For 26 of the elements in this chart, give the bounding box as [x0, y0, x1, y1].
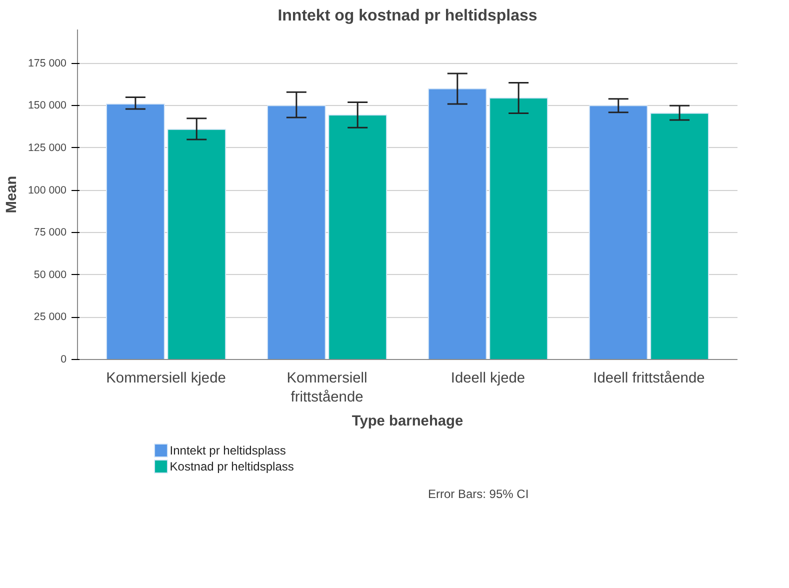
bar [489, 98, 548, 360]
bar [266, 105, 326, 360]
y-tick-label: 50 000 [34, 268, 67, 281]
legend-label: Kostnad pr heltidsplass [170, 460, 294, 474]
y-tick-label: 175 000 [28, 57, 67, 70]
y-tick-label: 150 000 [28, 100, 67, 112]
x-tick-label: Ideell frittstående [593, 370, 705, 386]
y-tick-label: 25 000 [34, 311, 67, 324]
x-tick-label: Kommersiell frittstående [286, 370, 368, 406]
bar [167, 128, 226, 360]
text: Error Bars: 95% CI [428, 487, 529, 502]
y-tick-label: 0 [60, 354, 67, 366]
x-axis-title: Type barnehage [352, 414, 464, 430]
bar [650, 112, 710, 360]
bar [588, 105, 648, 360]
bar [106, 103, 165, 360]
legend-label: Inntekt pr heltidsplass [170, 444, 286, 458]
x-tick-label: Kommersiell kjede [106, 370, 226, 386]
bar [428, 88, 487, 360]
chart-title: Inntekt og kostnad pr heltidsplass [278, 8, 538, 24]
y-tick-label: 75 000 [34, 226, 67, 239]
y-tick-label: 100 000 [28, 184, 67, 196]
bar [328, 114, 388, 360]
y-axis-title: Mean [4, 176, 20, 214]
x-tick-label: Ideell kjede [450, 370, 526, 386]
y-tick-label: 125 000 [28, 142, 67, 154]
